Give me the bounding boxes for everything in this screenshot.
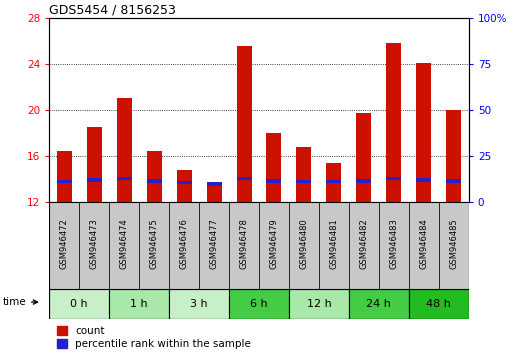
Bar xyxy=(289,202,319,289)
Bar xyxy=(229,289,289,319)
Bar xyxy=(356,113,371,202)
Bar xyxy=(379,202,409,289)
Text: GSM946480: GSM946480 xyxy=(299,218,308,269)
Text: GSM946473: GSM946473 xyxy=(90,218,98,269)
Bar xyxy=(56,180,71,183)
Bar xyxy=(49,202,79,289)
Text: 0 h: 0 h xyxy=(70,298,88,309)
Bar xyxy=(409,289,469,319)
Text: GSM946479: GSM946479 xyxy=(269,218,279,269)
Bar xyxy=(147,151,162,202)
Bar xyxy=(296,180,311,183)
Text: time: time xyxy=(3,297,37,307)
Bar xyxy=(409,202,439,289)
Bar xyxy=(349,202,379,289)
Text: 1 h: 1 h xyxy=(131,298,148,309)
Text: 3 h: 3 h xyxy=(190,298,208,309)
Bar xyxy=(199,202,229,289)
Text: GSM946483: GSM946483 xyxy=(390,218,398,269)
Bar xyxy=(416,63,431,202)
Bar xyxy=(207,182,222,185)
Bar xyxy=(87,127,102,202)
Text: GSM946485: GSM946485 xyxy=(449,218,458,269)
Bar xyxy=(356,179,371,183)
Bar xyxy=(319,202,349,289)
Bar xyxy=(109,289,169,319)
Bar xyxy=(117,177,132,181)
Bar xyxy=(169,289,229,319)
Text: 24 h: 24 h xyxy=(366,298,391,309)
Bar xyxy=(386,177,401,181)
Text: GDS5454 / 8156253: GDS5454 / 8156253 xyxy=(49,4,176,17)
Bar xyxy=(266,179,281,183)
Text: GSM946481: GSM946481 xyxy=(329,218,338,269)
Text: GSM946482: GSM946482 xyxy=(359,218,368,269)
Bar xyxy=(237,46,252,202)
Text: GSM946475: GSM946475 xyxy=(150,218,159,269)
Bar xyxy=(56,151,71,202)
Bar xyxy=(117,98,132,202)
Bar xyxy=(349,289,409,319)
Text: GSM946484: GSM946484 xyxy=(420,218,428,269)
Text: GSM946474: GSM946474 xyxy=(120,218,128,269)
Text: 12 h: 12 h xyxy=(307,298,332,309)
Legend: count, percentile rank within the sample: count, percentile rank within the sample xyxy=(54,324,253,351)
Bar xyxy=(296,147,311,202)
Bar xyxy=(87,178,102,182)
Bar xyxy=(79,202,109,289)
Bar xyxy=(266,133,281,202)
Bar xyxy=(139,202,169,289)
Bar xyxy=(447,179,462,183)
Bar xyxy=(109,202,139,289)
Bar xyxy=(169,202,199,289)
Text: 48 h: 48 h xyxy=(426,298,451,309)
Text: GSM946477: GSM946477 xyxy=(210,218,219,269)
Bar xyxy=(207,184,222,202)
Bar xyxy=(147,179,162,183)
Bar xyxy=(237,177,252,181)
Text: GSM946478: GSM946478 xyxy=(239,218,249,269)
Bar xyxy=(439,202,469,289)
Text: GSM946472: GSM946472 xyxy=(60,218,69,269)
Bar xyxy=(386,43,401,202)
Bar xyxy=(416,178,431,182)
Bar xyxy=(49,289,109,319)
Bar xyxy=(229,202,259,289)
Bar xyxy=(447,110,462,202)
Bar xyxy=(177,170,192,202)
Text: 6 h: 6 h xyxy=(250,298,268,309)
Bar xyxy=(326,163,341,202)
Text: GSM946476: GSM946476 xyxy=(180,218,189,269)
Bar xyxy=(259,202,289,289)
Bar xyxy=(289,289,349,319)
Bar xyxy=(177,181,192,184)
Bar xyxy=(326,180,341,183)
